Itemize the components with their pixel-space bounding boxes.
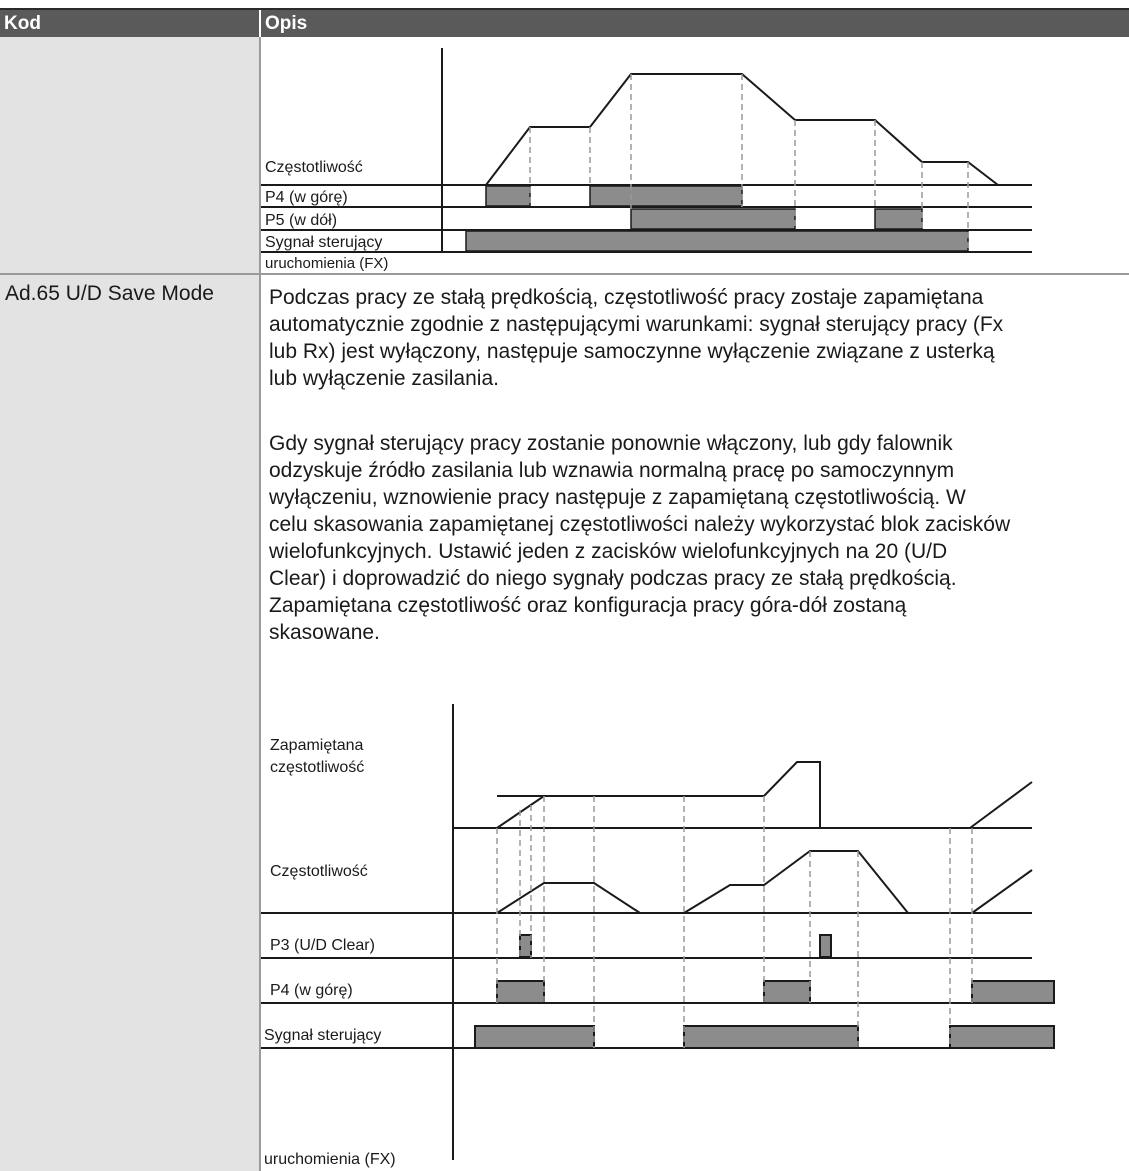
p4-pulse-2	[763, 980, 811, 1004]
p4-pulse-3	[971, 980, 1055, 1004]
p5-pulse-1	[630, 208, 796, 230]
table-top-rule	[0, 8, 1129, 10]
frequency-curve	[485, 73, 999, 186]
text-line: odzyskuje źródło zasilania lub wznawia n…	[269, 459, 955, 482]
label-p4: P4 (w górę)	[265, 189, 348, 206]
text-line: Podczas pracy ze stałą prędkością, częst…	[269, 286, 984, 309]
timing-diagram-save-mode: Zapamiętana częstotliwość Częstotliwość …	[261, 704, 1055, 1168]
text-line: lub wyłączenie zasilania.	[269, 367, 499, 390]
text-line: Clear) i doprowadzić do niego sygnały po…	[269, 567, 957, 590]
label-p5: P5 (w dół)	[265, 212, 337, 229]
p3-pulse-1	[519, 934, 532, 958]
text-line: celu skasowania zapamiętanej częstotliwo…	[269, 513, 1011, 536]
p4-pulse-1	[485, 185, 531, 207]
run-pulse-3	[949, 1025, 1055, 1049]
run-pulse-1	[474, 1025, 595, 1049]
label-frequency-2: Częstotliwość	[270, 863, 368, 880]
description-paragraph-1: Podczas pracy ze stałą prędkością, częst…	[269, 284, 1129, 392]
label-run-signal-1b: uruchomienia (FX)	[265, 255, 388, 272]
diagram1-container: Częstotliwość P4 (w górę) P5 (w dół) Syg…	[261, 37, 1129, 273]
parameter-code: Ad.65 U/D Save Mode	[5, 282, 214, 305]
p4-pulse-2	[589, 185, 743, 207]
label-saved-freq-1: Zapamiętana	[270, 737, 363, 754]
column-divider	[259, 37, 261, 1171]
run-signal-pulse	[465, 230, 969, 252]
label-p3: P3 (U/D Clear)	[270, 937, 375, 954]
label-run-signal-2b: uruchomienia (FX)	[264, 1151, 396, 1168]
text-line: Zapamiętana częstotliwość oraz konfigura…	[269, 594, 907, 617]
label-frequency: Częstotliwość	[265, 159, 363, 176]
text-line: wielofunkcyjnych. Ustawić jeden z zacisk…	[269, 540, 948, 563]
header-opis: Opis	[261, 10, 1129, 37]
run-pulse-2	[683, 1025, 859, 1049]
diagram1-svg: Częstotliwość P4 (w górę) P5 (w dół) Syg…	[261, 48, 1032, 272]
p3-pulse-2	[819, 934, 832, 958]
row-divider	[0, 273, 1129, 275]
frequency-curve-2	[496, 882, 641, 914]
p4-pulse-1	[496, 980, 545, 1004]
text-line: Gdy sygnał sterujący pracy zostanie pono…	[269, 432, 953, 455]
row1-code-cell	[0, 37, 259, 273]
text-line: skasowane.	[269, 621, 380, 644]
text-line: wyłączeniu, wznowienie pracy następuje z…	[269, 486, 966, 509]
text-line: lub Rx) jest wyłączony, następuje samocz…	[269, 340, 995, 363]
p5-pulse-2	[874, 208, 923, 230]
label-saved-freq-2: częstotliwość	[270, 759, 364, 776]
label-run-signal-2a: Sygnał sterujący	[264, 1027, 381, 1044]
label-run-signal-1a: Sygnał sterujący	[265, 234, 382, 251]
row2-code-cell	[0, 275, 259, 1171]
header-kod: Kod	[0, 10, 259, 37]
description-paragraph-2: Gdy sygnał sterujący pracy zostanie pono…	[269, 430, 1129, 646]
label-p4-2: P4 (w górę)	[270, 982, 353, 999]
text-line: automatycznie zgodnie z następującymi wa…	[269, 313, 1004, 336]
